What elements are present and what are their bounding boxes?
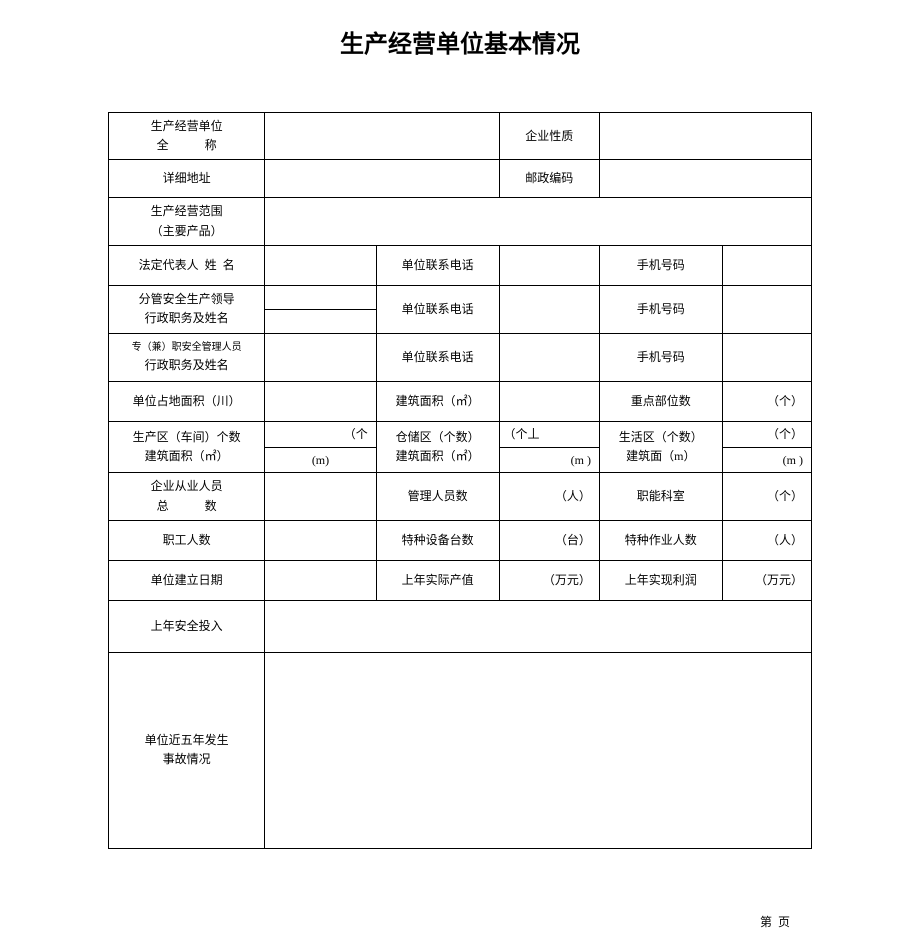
value-scope [265,198,812,245]
value-mobile-3 [722,333,811,381]
label-postcode: 邮政编码 [499,160,599,198]
label-special-workers: 特种作业人数 [599,520,722,560]
label-prod-zone: 生产区（车间）个数建筑面积（㎡） [109,421,265,473]
label-special-equip: 特种设备台数 [376,520,499,560]
label-total-staff: 企业从业人员总 数 [109,473,265,520]
unit-prod-top: （个 [265,421,377,447]
value-accidents [265,652,812,848]
unit-output: （万元） [499,560,599,600]
label-scope: 生产经营范围（主要产品） [109,198,265,245]
label-mobile-3: 手机号码 [599,333,722,381]
label-safety-leader: 分管安全生产领导行政职务及姓名 [109,285,265,333]
label-unit-phone-1: 单位联系电话 [376,245,499,285]
label-living-zone: 生活区（个数）建筑面（m） [599,421,722,473]
label-unit-name: 生产经营单位全 称 [109,113,265,160]
value-workers [265,520,377,560]
label-build-area: 建筑面积（㎡） [376,381,499,421]
unit-equip: （台） [499,520,599,560]
unit-special-workers: （人） [722,520,811,560]
value-build-area [499,381,599,421]
label-founded: 单位建立日期 [109,560,265,600]
unit-mgmt: （人） [499,473,599,520]
value-mobile-1 [722,245,811,285]
form-table: 生产经营单位全 称 企业性质 详细地址 邮政编码 生产经营范围（主要产品） 法定… [108,112,812,849]
value-unit-phone-1 [499,245,599,285]
label-last-profit: 上年实现利润 [599,560,722,600]
label-accidents: 单位近五年发生事故情况 [109,652,265,848]
value-address [265,160,499,198]
value-postcode [599,160,811,198]
unit-profit: （万元） [722,560,811,600]
label-mgmt-count: 管理人员数 [376,473,499,520]
value-total-staff [265,473,377,520]
document-title: 生产经营单位基本情况 [0,0,920,99]
page-footer: 第 页 [760,913,790,930]
value-enterprise-nature [599,113,811,160]
value-safety-leader-top [265,285,377,309]
form-table-wrap: 生产经营单位全 称 企业性质 详细地址 邮政编码 生产经营范围（主要产品） 法定… [108,112,812,849]
unit-storage-top: （个丄 [499,421,599,447]
value-legal-rep [265,245,377,285]
label-workers: 职工人数 [109,520,265,560]
label-land-area: 单位占地面积（川） [109,381,265,421]
label-mobile-1: 手机号码 [599,245,722,285]
unit-living-top: （个） [722,421,811,447]
label-unit-phone-2: 单位联系电话 [376,285,499,333]
value-safety-leader-bottom [265,309,377,333]
label-mobile-2: 手机号码 [599,285,722,333]
label-unit-phone-3: 单位联系电话 [376,333,499,381]
value-mobile-2 [722,285,811,333]
value-land-area [265,381,377,421]
label-enterprise-nature: 企业性质 [499,113,599,160]
label-safety-invest: 上年安全投入 [109,600,265,652]
unit-dept: （个） [722,473,811,520]
value-unit-phone-2 [499,285,599,333]
unit-living-bottom: (m ) [722,447,811,473]
label-storage-zone: 仓储区（个数）建筑面积（㎡） [376,421,499,473]
value-founded [265,560,377,600]
unit-prod-bottom: (m) [265,447,377,473]
unit-storage-bottom: (m ) [499,447,599,473]
label-dept-count: 职能科室 [599,473,722,520]
label-address: 详细地址 [109,160,265,198]
value-unit-phone-3 [499,333,599,381]
value-safety-staff [265,333,377,381]
value-safety-invest [265,600,812,652]
unit-key-parts: （个） [722,381,811,421]
value-unit-name [265,113,499,160]
label-safety-staff: 专（兼）职安全管理人员行政职务及姓名 [109,333,265,381]
label-key-parts: 重点部位数 [599,381,722,421]
label-legal-rep: 法定代表人 姓 名 [109,245,265,285]
label-last-output: 上年实际产值 [376,560,499,600]
